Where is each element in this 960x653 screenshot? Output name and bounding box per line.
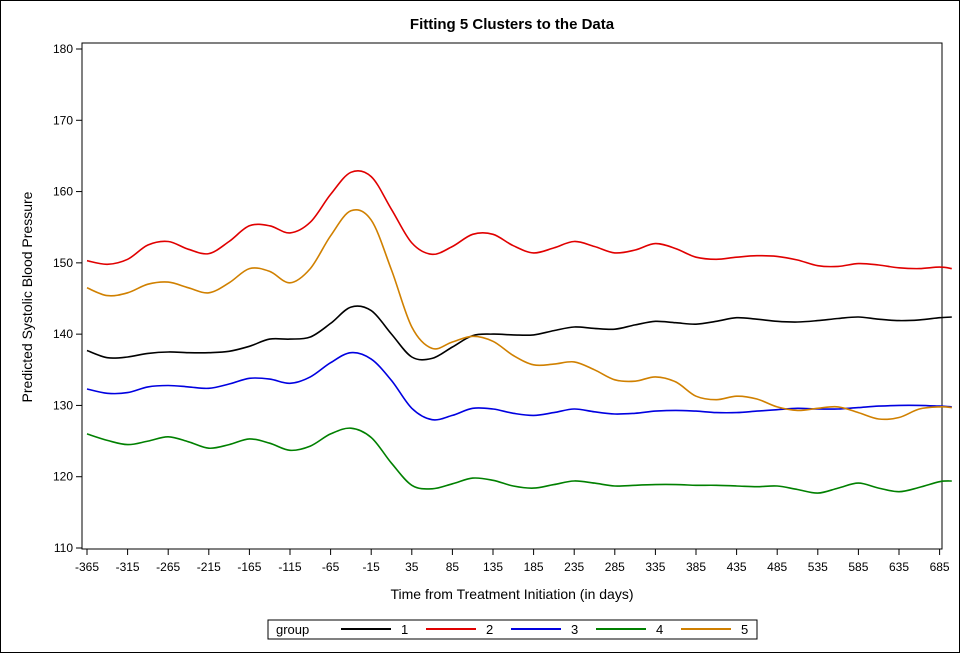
- x-tick-label: -15: [363, 560, 381, 574]
- x-tick-label: -365: [75, 560, 99, 574]
- y-tick-label: 140: [53, 327, 73, 341]
- series-line-4: [86, 427, 952, 494]
- x-tick-label: -265: [156, 560, 180, 574]
- x-axis-label: Time from Treatment Initiation (in days): [390, 586, 633, 602]
- x-axis: -365 -315 -265 -215 -165 -115 -65 -15 35 85 135 185…: [75, 549, 950, 574]
- x-tick-label: 385: [686, 560, 706, 574]
- series-line-3: [86, 351, 952, 421]
- x-tick-label: 435: [727, 560, 747, 574]
- x-tick-label: -65: [322, 560, 340, 574]
- x-tick-label: 685: [930, 560, 950, 574]
- legend-title: group: [276, 622, 309, 637]
- y-tick-label: 150: [53, 256, 73, 270]
- x-tick-label: 635: [889, 560, 909, 574]
- y-tick-label: 160: [53, 185, 73, 199]
- x-tick-label: -115: [278, 560, 301, 574]
- x-tick-label: 185: [524, 560, 544, 574]
- legend: group 1 2 3 4 5: [267, 619, 758, 640]
- y-tick-label: 110: [54, 541, 73, 555]
- legend-label-5: 5: [741, 622, 748, 637]
- series-line-5: [86, 208, 952, 421]
- x-tick-label: 535: [808, 560, 828, 574]
- x-tick-label: 135: [483, 560, 503, 574]
- x-tick-label: 285: [605, 560, 625, 574]
- series-line-1: [86, 305, 952, 361]
- legend-label-4: 4: [656, 622, 663, 637]
- series-layer: [86, 169, 952, 494]
- x-tick-label: 235: [564, 560, 584, 574]
- legend-label-1: 1: [401, 622, 408, 637]
- x-tick-label: 585: [848, 560, 868, 574]
- legend-label-2: 2: [486, 622, 493, 637]
- y-tick-label: 180: [53, 42, 73, 56]
- x-tick-label: -215: [197, 560, 221, 574]
- y-tick-label: 120: [53, 470, 73, 484]
- y-axis: 110 120 130 140 150 160 170 180: [53, 42, 82, 555]
- x-tick-label: -315: [116, 560, 140, 574]
- y-tick-label: 130: [53, 398, 73, 412]
- plot-area: [81, 42, 943, 550]
- y-axis-label: Predicted Systolic Blood Pressure: [19, 191, 35, 402]
- chart-title: Fitting 5 Clusters to the Data: [410, 16, 615, 33]
- x-tick-label: 35: [405, 560, 419, 574]
- x-tick-label: 85: [446, 560, 460, 574]
- x-tick-label: 335: [645, 560, 665, 574]
- series-line-2: [86, 169, 952, 270]
- legend-label-3: 3: [571, 622, 578, 637]
- x-tick-label: 485: [767, 560, 787, 574]
- legend-items: 1 2 3 4 5: [341, 622, 748, 637]
- x-tick-label: -165: [237, 560, 261, 574]
- y-tick-label: 170: [53, 113, 73, 127]
